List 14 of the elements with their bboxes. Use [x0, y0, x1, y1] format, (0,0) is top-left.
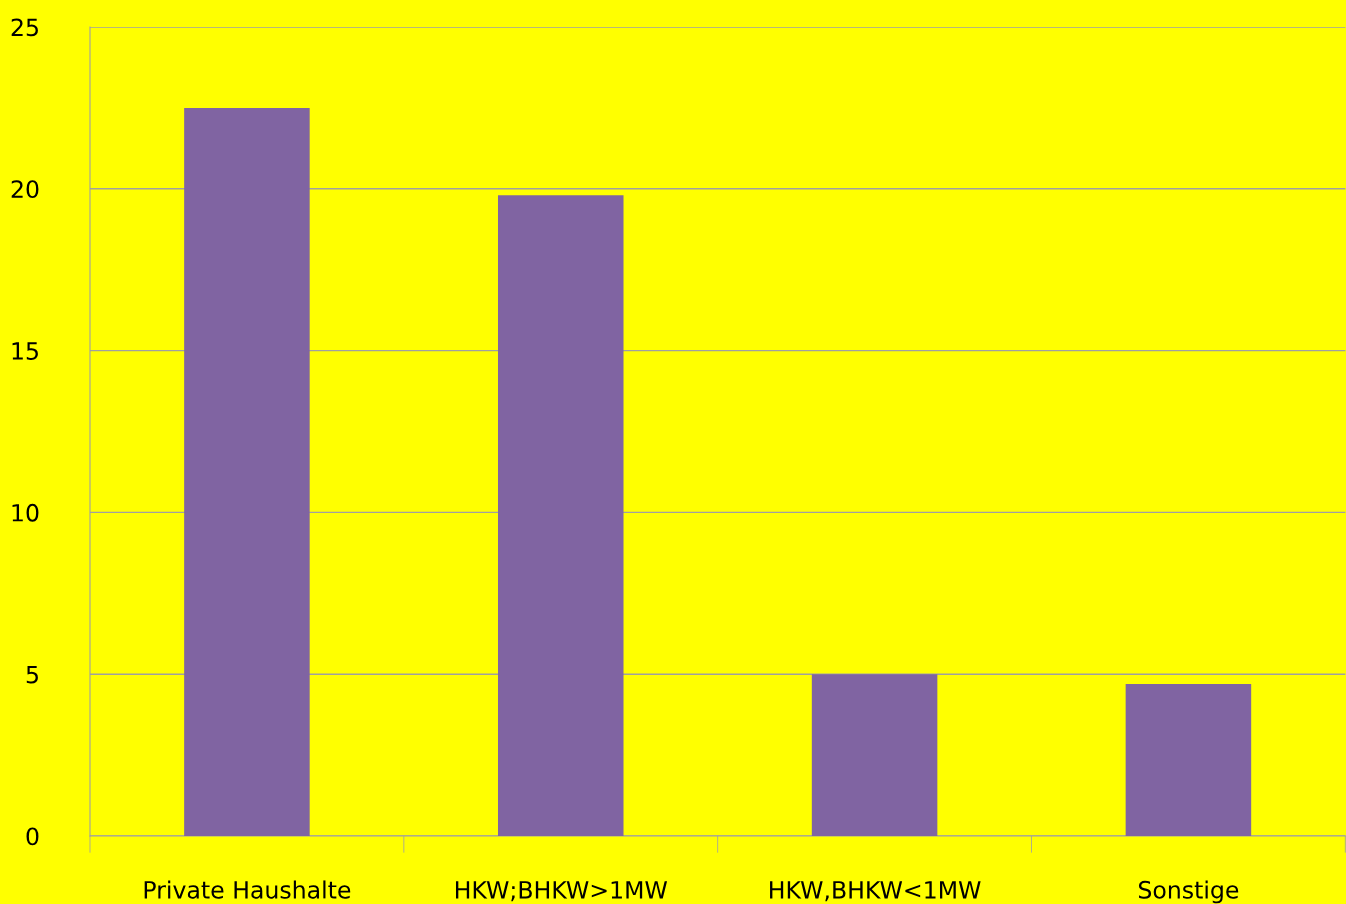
- x-tick-label: HKW,BHKW<1MW: [770, 881, 981, 902]
- y-tick-label: 25: [11, 18, 38, 37]
- bar: [497, 195, 624, 836]
- y-tick-label: 10: [12, 503, 39, 522]
- y-tick-label: 15: [12, 342, 38, 360]
- bar: [1125, 683, 1252, 836]
- bar: [811, 674, 938, 836]
- y-tick-label: 20: [11, 180, 39, 199]
- x-tick-label: Private Haushalte: [144, 880, 351, 899]
- y-tick-label: 0: [26, 827, 39, 846]
- x-tick-label: Sonstige: [1138, 880, 1239, 904]
- bar: [184, 107, 310, 836]
- x-tick-label: HKW;BHKW>1MW: [456, 881, 668, 902]
- y-tick-label: 5: [26, 665, 38, 684]
